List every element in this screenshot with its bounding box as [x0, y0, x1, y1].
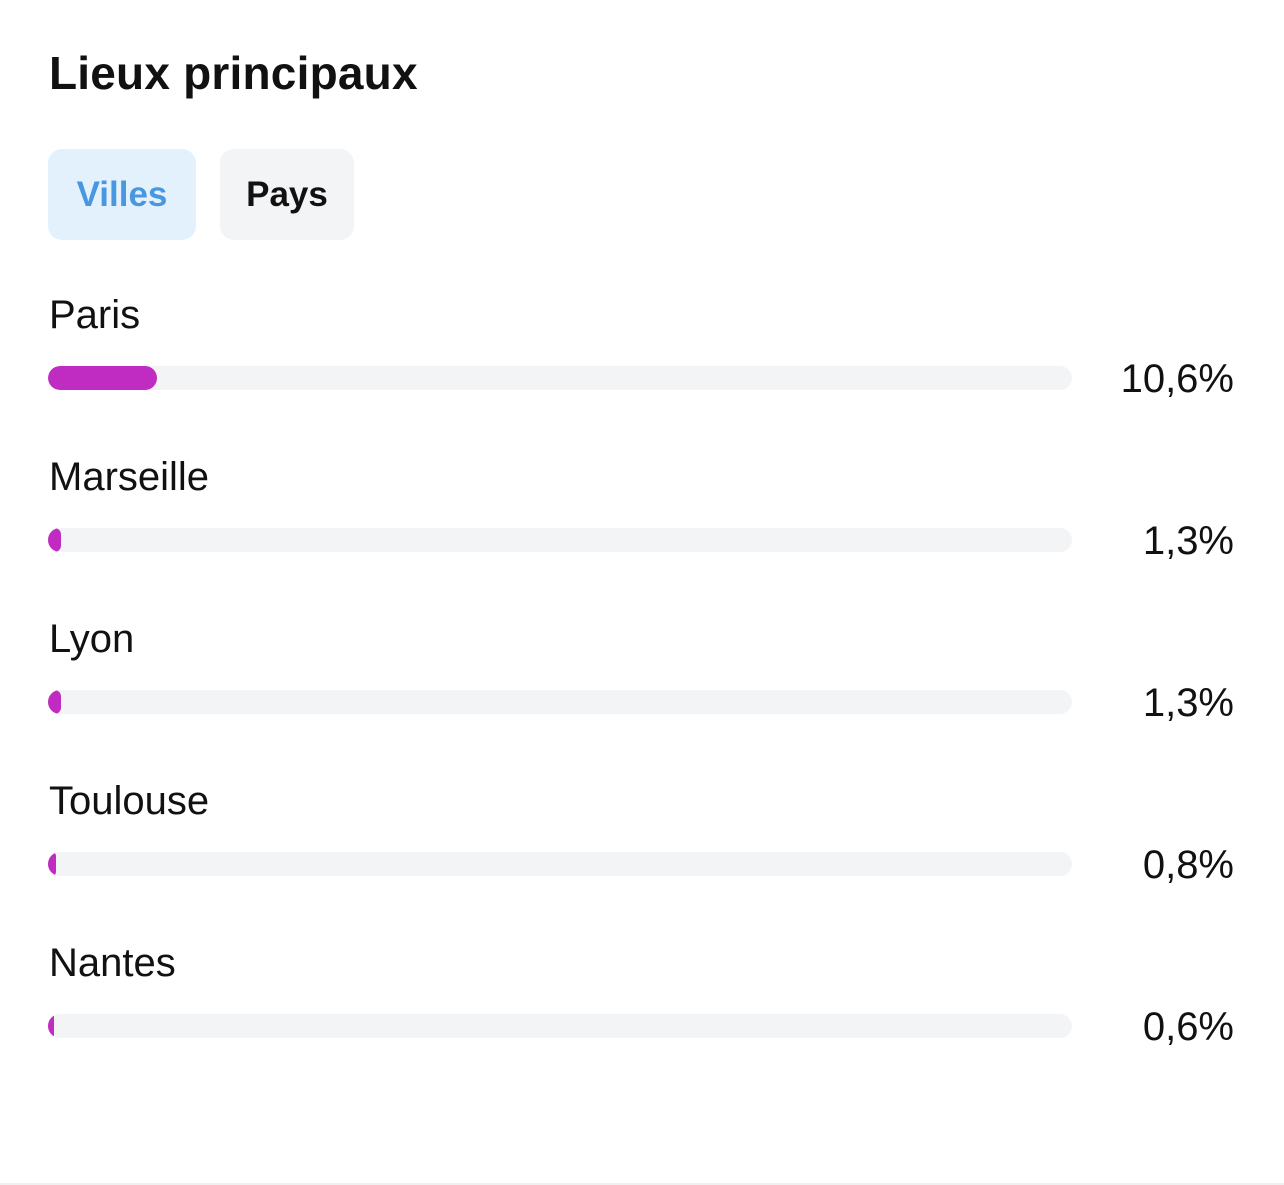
location-bar-track: [48, 852, 1072, 876]
location-percent: 10,6%: [1120, 357, 1234, 401]
location-bar-track: [48, 1014, 1072, 1038]
location-row-marseille: Marseille 1,3%: [0, 453, 1284, 615]
bottom-divider: [0, 1183, 1284, 1185]
location-bar-fill: [48, 366, 157, 390]
location-type-tabs: Villes Pays: [48, 149, 354, 240]
location-row-toulouse: Toulouse 0,8%: [0, 777, 1284, 939]
location-bar-fill: [48, 528, 62, 552]
location-bar-track: [48, 528, 1072, 552]
location-name: Toulouse: [49, 779, 210, 823]
location-percent: 1,3%: [1142, 519, 1234, 563]
location-bar-track: [48, 366, 1072, 390]
location-percent: 1,3%: [1142, 681, 1234, 725]
location-name: Nantes: [49, 941, 176, 985]
location-row-paris: Paris 10,6%: [0, 291, 1284, 453]
location-bar-track: [48, 690, 1072, 714]
location-bar-fill: [48, 852, 57, 876]
location-name: Marseille: [49, 455, 210, 499]
location-row-lyon: Lyon 1,3%: [0, 615, 1284, 777]
location-percent: 0,6%: [1142, 1005, 1234, 1049]
location-row-nantes: Nantes 0,6%: [0, 939, 1284, 1101]
location-bar-fill: [48, 690, 62, 714]
location-name: Paris: [49, 293, 141, 337]
tab-villes[interactable]: Villes: [48, 149, 196, 240]
location-name: Lyon: [49, 617, 135, 661]
tab-pays[interactable]: Pays: [220, 149, 354, 240]
location-percent: 0,8%: [1142, 843, 1234, 887]
location-bar-fill: [48, 1014, 55, 1038]
page-title: Lieux principaux: [49, 47, 418, 99]
